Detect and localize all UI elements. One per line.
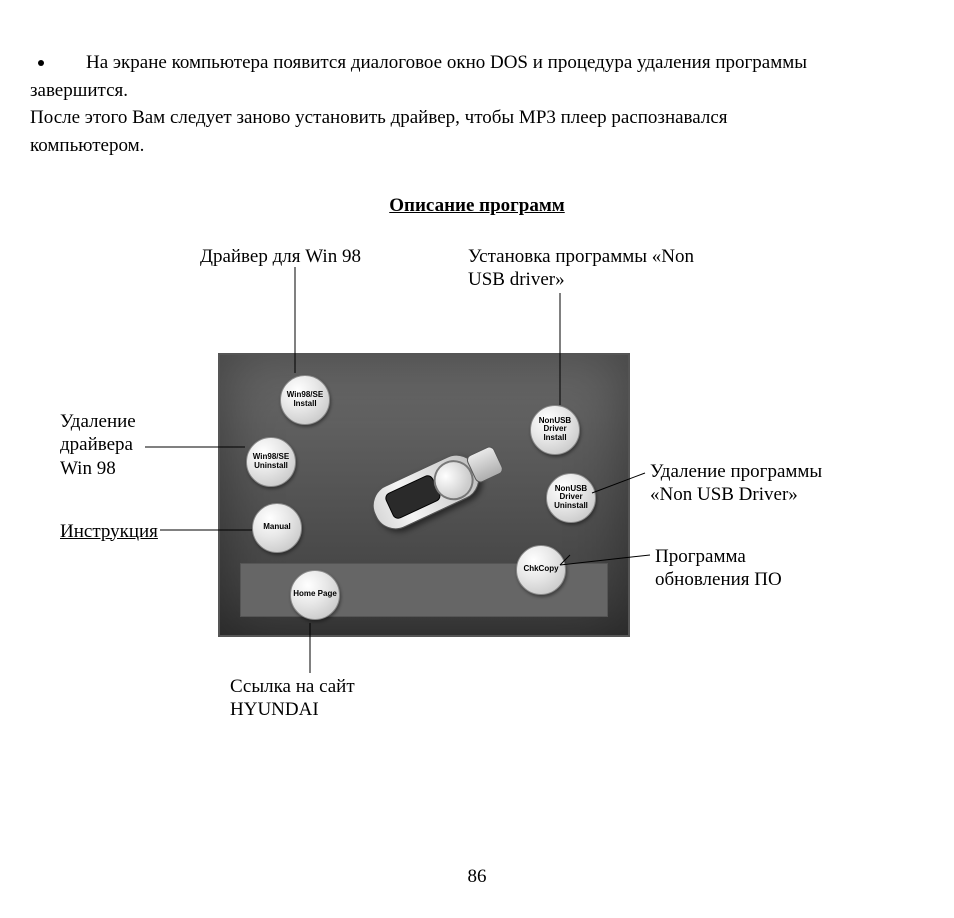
homepage-label: Home Page xyxy=(291,590,339,598)
callout-nonusb-uninstall-l1: Удаление программы xyxy=(650,461,822,482)
win98-install-label: Win98/SE Install xyxy=(281,391,329,408)
callout-homepage: Ссылка на сайт HYUNDAI xyxy=(230,675,355,723)
callout-manual: Инструкция xyxy=(60,520,158,544)
win98-install-icon[interactable]: Win98/SE Install xyxy=(280,375,330,425)
callout-nonusb-install-l1: Установка программы «Non xyxy=(468,246,694,267)
manual-icon[interactable]: Manual xyxy=(252,503,302,553)
callout-uninstall-win98-l1: Удаление xyxy=(60,411,136,432)
nonusb-install-icon[interactable]: NonUSB Driver Install xyxy=(530,405,580,455)
paragraph2-line1: После этого Вам следует заново установит… xyxy=(30,105,924,131)
chkcopy-icon[interactable]: ChkCopy xyxy=(516,545,566,595)
callout-chkcopy: Программа обновления ПО xyxy=(655,545,782,593)
callout-uninstall-win98-l3: Win 98 xyxy=(60,458,116,479)
bullet-text-line1: На экране компьютера появится диалоговое… xyxy=(86,50,807,76)
mp3-player-graphic xyxy=(366,439,505,539)
nonusb-install-label: NonUSB Driver Install xyxy=(531,417,579,442)
win98-uninstall-icon[interactable]: Win98/SE Uninstall xyxy=(246,437,296,487)
document-page: На экране компьютера появится диалоговое… xyxy=(0,0,954,918)
callout-chkcopy-l1: Программа xyxy=(655,546,746,567)
callout-driver-win98: Драйвер для Win 98 xyxy=(200,245,361,269)
manual-label: Manual xyxy=(261,523,293,531)
callout-nonusb-uninstall-l2: «Non USB Driver» xyxy=(650,484,798,505)
callout-uninstall-win98: Удаление драйвера Win 98 xyxy=(60,410,136,481)
callout-chkcopy-l2: обновления ПО xyxy=(655,569,782,590)
callout-uninstall-win98-l2: драйвера xyxy=(60,434,133,455)
callout-nonusb-install-l2: USB driver» xyxy=(468,269,565,290)
nonusb-uninstall-label: NonUSB Driver Uninstall xyxy=(547,485,595,510)
paragraph2-line2: компьютером. xyxy=(30,133,924,159)
section-title: Описание программ xyxy=(30,195,924,217)
homepage-icon[interactable]: Home Page xyxy=(290,570,340,620)
bullet-icon xyxy=(38,60,44,66)
page-number: 86 xyxy=(0,866,954,888)
chkcopy-label: ChkCopy xyxy=(521,565,560,573)
callout-nonusb-uninstall: Удаление программы «Non USB Driver» xyxy=(650,460,822,508)
callout-homepage-l1: Ссылка на сайт xyxy=(230,676,355,697)
program-screenshot: Win98/SE Install Win98/SE Uninstall Manu… xyxy=(218,353,630,637)
win98-uninstall-label: Win98/SE Uninstall xyxy=(247,453,295,470)
diagram: Драйвер для Win 98 Установка программы «… xyxy=(30,245,924,765)
bullet-text-line2: завершится. xyxy=(30,78,924,104)
bullet-paragraph: На экране компьютера появится диалоговое… xyxy=(30,50,924,78)
callout-nonusb-install: Установка программы «Non USB driver» xyxy=(468,245,694,293)
callout-homepage-l2: HYUNDAI xyxy=(230,699,319,720)
nonusb-uninstall-icon[interactable]: NonUSB Driver Uninstall xyxy=(546,473,596,523)
